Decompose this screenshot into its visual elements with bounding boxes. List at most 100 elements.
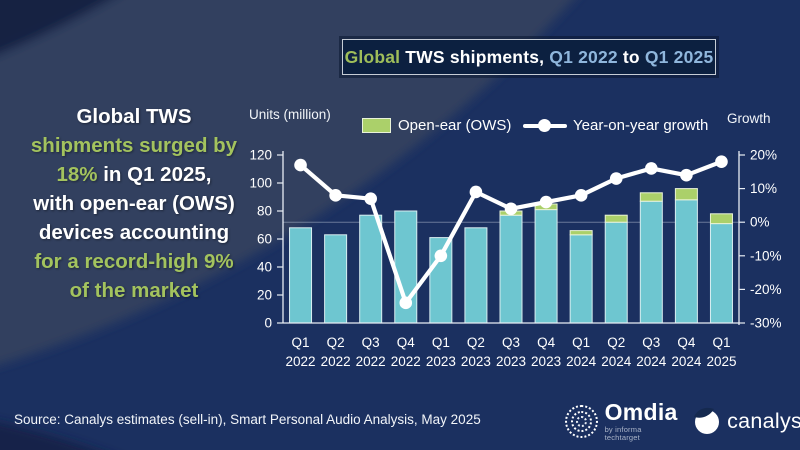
background-bottom-swoosh: [0, 422, 96, 450]
text-segment: with open-ear (OWS): [33, 192, 235, 215]
left-axis-title: Units (million): [249, 107, 331, 122]
x-label-quarter: Q3: [502, 335, 520, 350]
x-label-year: 2024: [636, 354, 667, 369]
right-tick-label: -30%: [750, 316, 782, 331]
x-label-year: 2022: [356, 354, 386, 369]
text-segment: in Q1 2025,: [97, 163, 212, 186]
growth-marker-Q4-2024: [680, 168, 693, 182]
x-label-quarter: Q3: [642, 335, 660, 350]
growth-marker-icon: [538, 118, 551, 132]
legend-item-ows: Open-ear (OWS): [362, 117, 511, 134]
omdia-logo: Omdia by informa techtarget: [565, 401, 678, 441]
text-segment: Global TWS: [76, 105, 192, 128]
growth-marker-Q2-2023: [469, 185, 483, 199]
headline-line: shipments surged by: [6, 131, 262, 160]
right-tick-label: 10%: [750, 181, 777, 196]
bar-ows-Q3-2024: [639, 192, 663, 202]
title-banner: Global TWS shipments, Q1 2022 to Q1 2025: [342, 39, 716, 75]
ows-swatch-icon: [362, 118, 391, 133]
x-label-year: 2023: [426, 354, 456, 369]
omdia-logo-icon: [565, 404, 598, 438]
x-label-year: 2022: [286, 354, 316, 369]
left-tick-label: 20: [257, 288, 272, 303]
bar-ows-Q4-2024: [674, 188, 698, 201]
x-label-year: 2024: [566, 354, 597, 369]
right-tick-label: 0%: [750, 215, 770, 230]
bar-shipments-Q3-2024: [639, 200, 663, 324]
text-segment: Q1 2025: [644, 46, 714, 67]
growth-marker-Q4-2022: [399, 296, 413, 310]
x-label-year: 2023: [496, 354, 526, 369]
growth-marker-Q3-2024: [645, 162, 658, 175]
text-segment: of the market: [69, 279, 199, 302]
bar-shipments-Q1-2022: [289, 227, 313, 324]
legend-ows-label: Open-ear (OWS): [398, 117, 512, 134]
right-tick-label: 20%: [750, 148, 777, 163]
x-label-quarter: Q4: [537, 335, 556, 350]
left-tick-label: 0: [264, 316, 272, 331]
text-segment: 18%: [56, 163, 98, 186]
x-label-year: 2022: [391, 354, 421, 369]
x-label-quarter: Q4: [677, 335, 696, 350]
left-tick-label: 100: [249, 176, 272, 191]
bar-shipments-Q1-2025: [709, 223, 733, 324]
headline-line: 18% in Q1 2025,: [6, 160, 262, 189]
x-label-quarter: Q1: [292, 335, 310, 350]
legend-growth-label: Year-on-year growth: [573, 117, 709, 134]
headline-line: of the market: [6, 276, 262, 305]
bar-ows-Q1-2025: [709, 213, 733, 225]
bar-shipments-Q3-2023: [499, 214, 523, 324]
headline-line: Global TWS: [6, 102, 262, 131]
growth-marker-Q2-2024: [609, 172, 623, 185]
text-segment: devices accounting: [38, 221, 230, 244]
text-segment: TWS shipments,: [405, 46, 550, 67]
headline-line: for a record-high 9%: [6, 247, 262, 276]
left-tick-label: 120: [249, 148, 272, 163]
x-label-quarter: Q4: [397, 335, 416, 350]
text-segment: shipments surged by: [30, 134, 238, 157]
bar-ows-Q1-2024: [569, 230, 593, 236]
bar-shipments-Q2-2023: [464, 227, 488, 324]
headline-line: with open-ear (OWS): [6, 189, 262, 218]
bar-shipments-Q2-2022: [324, 234, 348, 324]
right-tick-label: -20%: [750, 282, 782, 297]
x-label-year: 2025: [706, 354, 736, 369]
growth-marker-Q3-2022: [364, 192, 377, 205]
x-label-quarter: Q2: [607, 335, 625, 350]
growth-marker-Q1-2022: [294, 158, 307, 172]
logo-row: Omdia by informa techtarget canalys: [565, 400, 800, 442]
text-segment: to: [617, 46, 645, 67]
x-label-quarter: Q1: [712, 335, 730, 350]
text-segment: for a record-high 9%: [34, 250, 234, 273]
background-dark-corner: [0, 0, 109, 53]
bar-shipments-Q2-2024: [604, 221, 628, 324]
bar-shipments-Q4-2023: [534, 209, 558, 324]
headline: Global TWS shipments surged by 18% in Q1 2…: [6, 102, 262, 305]
left-tick-label: 60: [257, 232, 272, 247]
x-label-year: 2024: [671, 354, 702, 369]
x-label-quarter: Q2: [467, 335, 485, 350]
growth-marker-Q3-2023: [504, 202, 518, 216]
x-label-year: 2022: [321, 354, 351, 369]
headline-line: devices accounting: [6, 218, 262, 247]
x-label-year: 2023: [531, 354, 561, 369]
growth-marker-Q4-2023: [539, 195, 553, 209]
left-tick-label: 40: [257, 260, 272, 275]
left-tick-label: 80: [257, 204, 272, 219]
right-axis-title: Growth: [727, 111, 771, 126]
omdia-subtitle: by informa techtarget: [604, 425, 642, 442]
bar-shipments-Q1-2024: [569, 234, 593, 324]
source-note: Source: Canalys estimates (sell-in), Sma…: [14, 412, 481, 427]
bar-shipments-Q4-2024: [674, 199, 698, 324]
x-label-quarter: Q1: [432, 335, 450, 350]
bar-ows-Q2-2024: [604, 214, 628, 223]
growth-marker-Q1-2025: [715, 155, 728, 169]
x-label-quarter: Q1: [572, 335, 590, 350]
omdia-wordmark: Omdia: [604, 399, 678, 425]
canalys-wordmark: canalys: [727, 408, 800, 433]
growth-line-icon: [523, 118, 567, 132]
growth-marker-Q1-2024: [574, 189, 588, 202]
x-label-year: 2023: [461, 354, 491, 369]
x-label-quarter: Q3: [362, 335, 380, 350]
